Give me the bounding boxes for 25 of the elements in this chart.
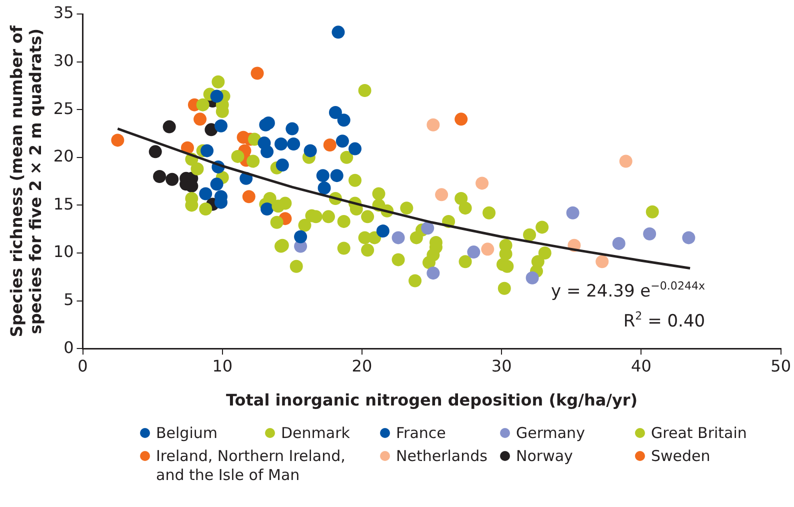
x-tick-label: 40 bbox=[631, 356, 652, 376]
legend-label: Netherlands bbox=[396, 447, 488, 466]
y-tick-label: 30 bbox=[53, 50, 74, 70]
x-tick-label: 0 bbox=[78, 356, 88, 376]
x-tick-label: 20 bbox=[352, 356, 372, 376]
legend-label: Denmark bbox=[281, 424, 350, 443]
legend-label: Germany bbox=[516, 424, 585, 443]
legend-label: Sweden bbox=[651, 447, 710, 466]
x-tick-label: 30 bbox=[491, 356, 512, 376]
legend-label: Ireland, Northern Ireland, and the Isle of Man bbox=[156, 447, 346, 485]
y-tick-label: 10 bbox=[53, 242, 74, 262]
y-tick-label: 20 bbox=[53, 146, 74, 166]
y-tick-label: 35 bbox=[53, 3, 74, 22]
legend-label: France bbox=[396, 424, 446, 443]
legend-label: Great Britain bbox=[651, 424, 747, 443]
legend-label: Norway bbox=[516, 447, 573, 466]
x-axis-title: Total inorganic nitrogen deposition (kg/ha/yr) bbox=[226, 390, 638, 410]
legend-label: Belgium bbox=[156, 424, 218, 443]
x-tick-label: 10 bbox=[212, 356, 233, 376]
y-tick-label: 25 bbox=[53, 98, 74, 118]
y-tick-label: 0 bbox=[64, 338, 74, 357]
y-tick-label: 5 bbox=[64, 290, 74, 309]
x-tick-label: 50 bbox=[770, 356, 791, 376]
y-axis-title: Species richness (mean number of species for five 2 × 2 m quadrats) bbox=[6, 24, 45, 338]
y-tick-label: 15 bbox=[53, 194, 74, 214]
